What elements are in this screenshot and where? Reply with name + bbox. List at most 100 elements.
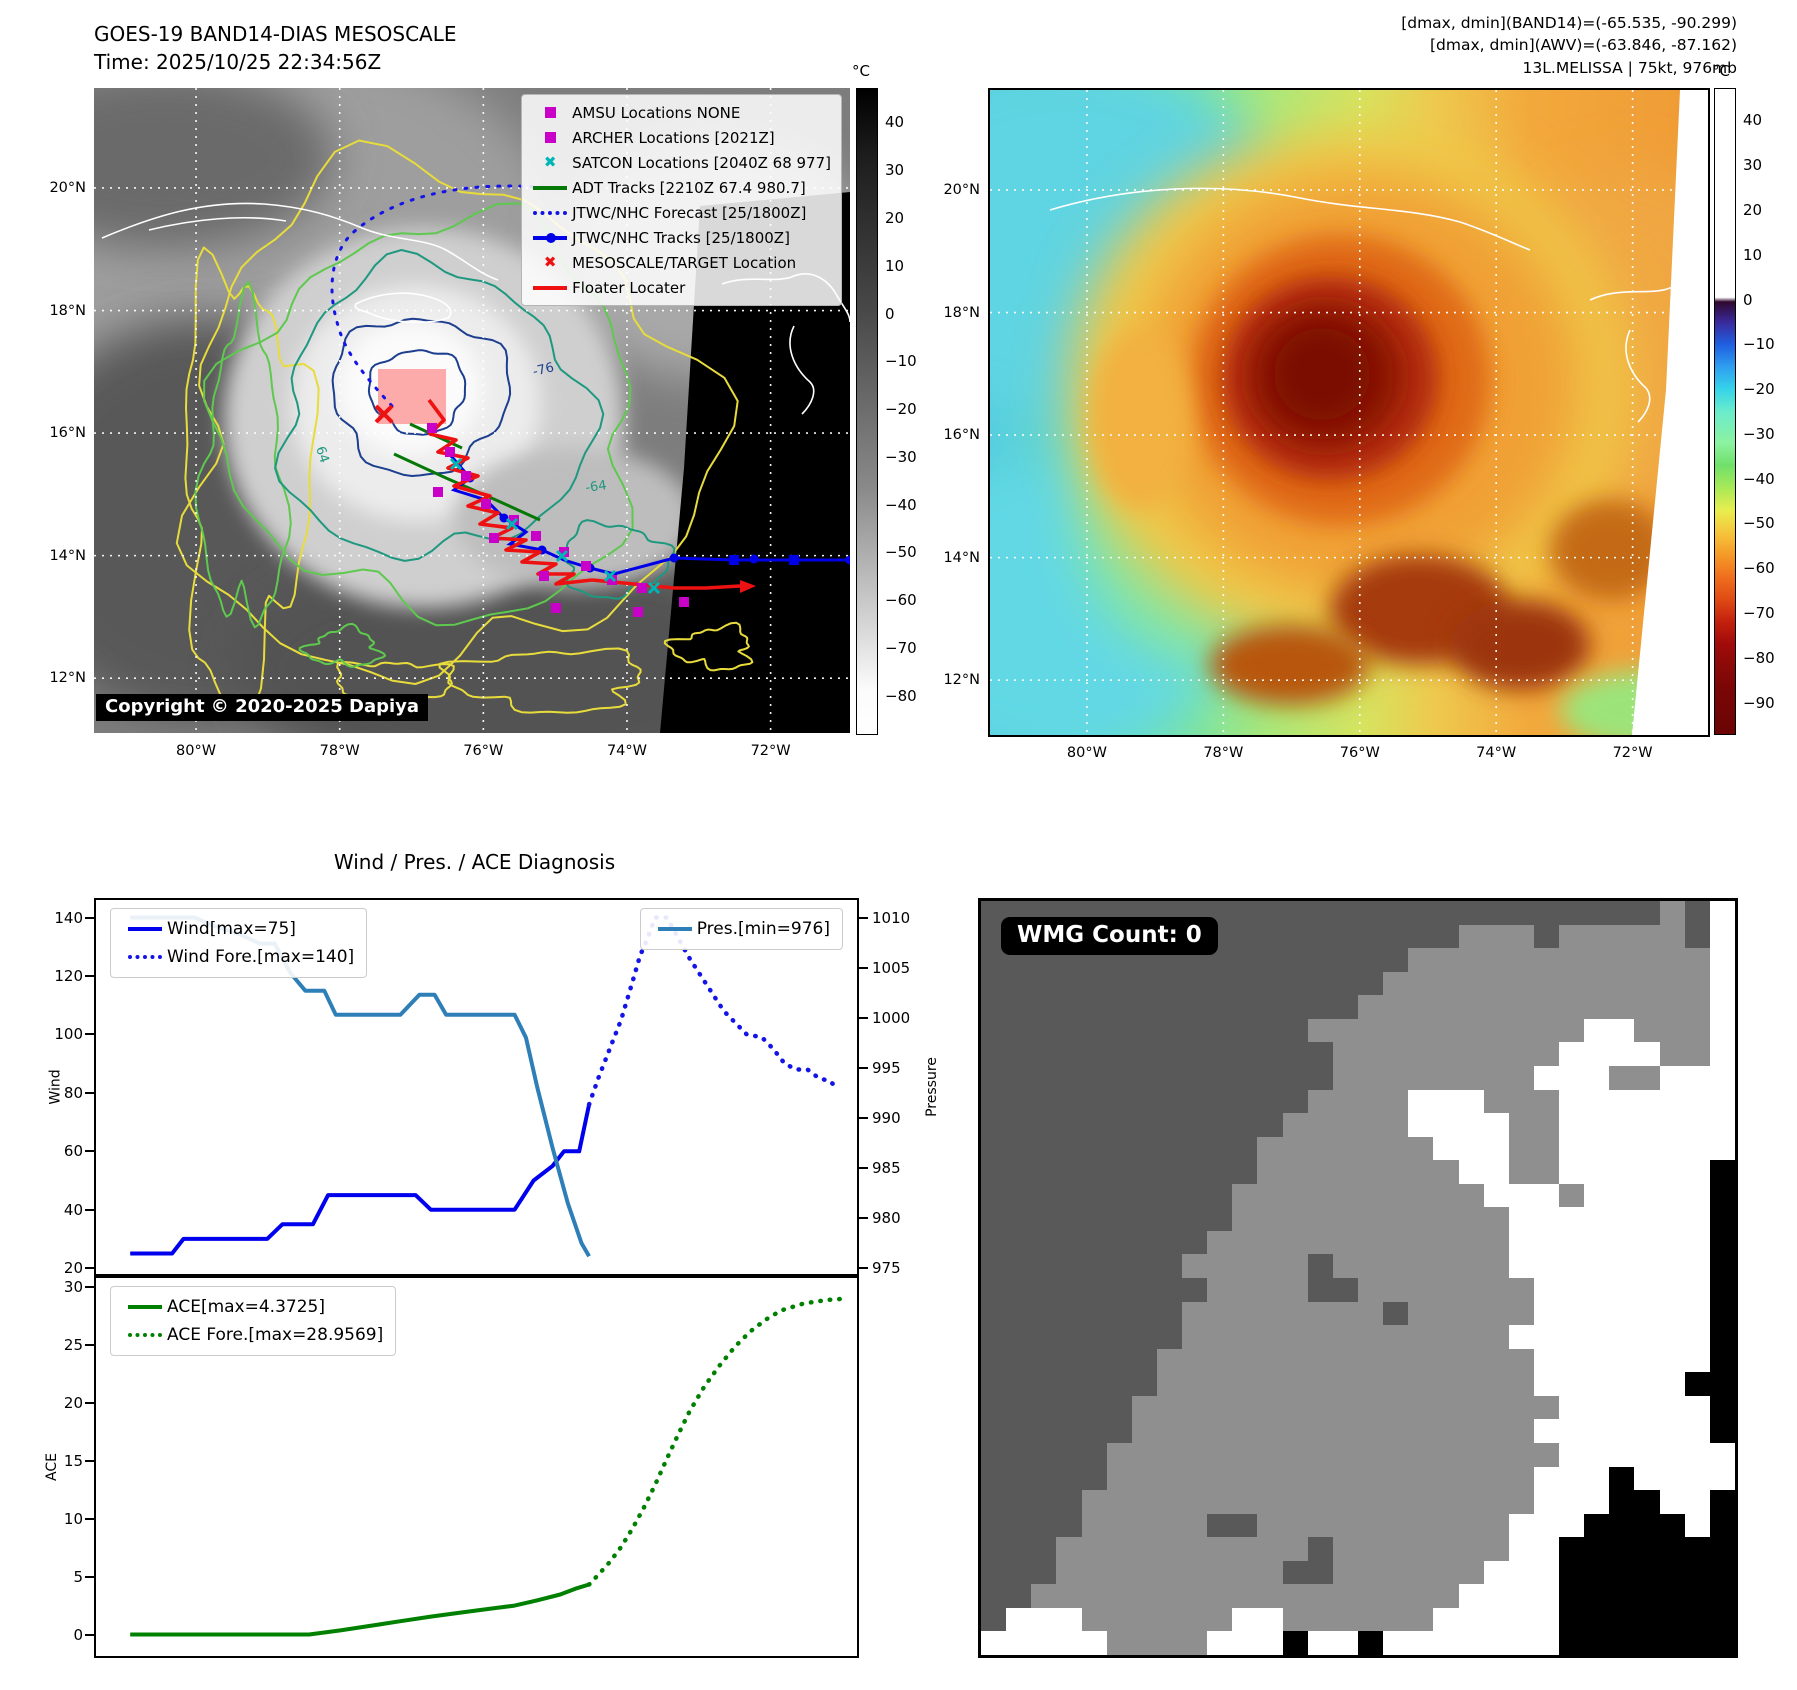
awv-colorbar: 40 30 20 10 0 −10 −20 −30 −40 −50 −60 −70 −80 −90 xyxy=(1714,88,1775,735)
chart-legend: Pres.[min=976] xyxy=(639,908,843,950)
lon-label: 74°W xyxy=(1476,745,1517,761)
lon-label: 80°W xyxy=(1066,745,1107,761)
storm-info: [dmax, dmin](BAND14)=(-65.535, -90.299) … xyxy=(1401,12,1737,79)
lon-label: 78°W xyxy=(319,743,360,759)
y-tick: 140 xyxy=(54,908,83,927)
lon-label: 80°W xyxy=(176,743,217,759)
lat-label: 18°N xyxy=(943,304,980,321)
satcon-location-markers xyxy=(449,457,661,595)
lat-label: 14°N xyxy=(49,547,86,564)
graticule xyxy=(990,90,1708,735)
map-legend: AMSU Locations NONE ARCHER Locations [202… xyxy=(521,94,842,306)
legend-label: JTWC/NHC Tracks [25/1800Z] xyxy=(572,228,790,247)
legend-label: AMSU Locations NONE xyxy=(572,103,741,122)
chart-legend: ACE[max=4.3725] ACE Fore.[max=28.9569] xyxy=(110,1286,397,1356)
extra-blue-squares xyxy=(729,555,799,565)
colorbar-tick: 0 xyxy=(1743,290,1753,309)
chart-legend-label: Wind Fore.[max=140] xyxy=(167,947,355,967)
lat-label: 12°N xyxy=(943,672,980,689)
svg-text:64: 64 xyxy=(312,445,331,465)
legend-item: ✖ MESOSCALE/TARGET Location xyxy=(543,253,797,272)
coastlines xyxy=(1049,187,1708,423)
awv-map: 20°N 18°N 16°N 14°N 12°N 80°W 78°W 76°W 74°W 72°W xyxy=(943,88,1710,761)
ir-texture xyxy=(990,90,1708,735)
lat-label: 14°N xyxy=(943,549,980,566)
y-tick: 80 xyxy=(63,1083,83,1102)
pressure-axis-label: Pressure xyxy=(924,1057,941,1117)
right-y-tick: 1000 xyxy=(872,1008,911,1027)
legend-item: JTWC/NHC Forecast [25/1800Z] xyxy=(528,200,831,225)
right-y-tick: 1005 xyxy=(872,958,911,977)
right-y-tick: 985 xyxy=(872,1159,901,1177)
storm-id: 13L.MELISSA | 75kt, 976mb xyxy=(1522,58,1737,77)
timestamp: Time: 2025/10/25 22:34:56Z xyxy=(94,50,382,74)
chart-legend-label: Pres.[min=976] xyxy=(696,919,830,939)
y-tick: 15 xyxy=(63,1452,83,1471)
chart-legend: Wind[max=75] Wind Fore.[max=140] xyxy=(110,908,368,978)
no-data-wedge xyxy=(1632,90,1708,735)
legend-label: MESOSCALE/TARGET Location xyxy=(572,253,797,272)
chart-title: Wind / Pres. / ACE Diagnosis xyxy=(333,850,616,874)
floater-arrowhead xyxy=(740,580,756,593)
no-data-wedge xyxy=(660,192,850,733)
colorbar-tick: −70 xyxy=(885,639,917,657)
wmg-count-badge: WMG Count: 0 xyxy=(1001,917,1218,955)
colorbar-tick: −10 xyxy=(885,352,917,371)
legend-label: ADT Tracks [2210Z 67.4 980.7] xyxy=(572,178,806,197)
band14-range: [dmax, dmin](BAND14)=(-65.535, -90.299) xyxy=(1401,14,1737,32)
y-tick: 5 xyxy=(73,1568,83,1587)
lat-label: 20°N xyxy=(943,181,980,198)
legend-label: ARCHER Locations [2021Z] xyxy=(572,128,775,147)
mesoscale-target-marker xyxy=(374,404,394,424)
colorbar-tick: 10 xyxy=(1743,245,1763,264)
lon-label: 76°W xyxy=(1339,745,1380,761)
ace-axis-label: ACE xyxy=(43,1453,60,1481)
colorbar-tick: −50 xyxy=(885,543,917,562)
y-tick: 20 xyxy=(63,1259,83,1278)
lat-label: 12°N xyxy=(49,670,86,687)
contour-value-labels: -76 -64 64 xyxy=(312,360,607,496)
chart-legend-label: ACE Fore.[max=28.9569] xyxy=(167,1325,384,1345)
y-tick: 120 xyxy=(54,966,83,985)
lat-label: 16°N xyxy=(943,427,980,444)
colorbar-tick: 10 xyxy=(885,256,905,275)
chart-legend-label: ACE[max=4.3725] xyxy=(167,1297,325,1317)
colorbar-tick: 20 xyxy=(885,209,905,227)
chart-legend-label: Wind[max=75] xyxy=(167,919,296,939)
legend-item: ADT Tracks [2210Z 67.4 980.7] xyxy=(528,175,831,200)
right-y-tick: 990 xyxy=(872,1108,901,1127)
band14-colorbar-unit: °C xyxy=(852,62,870,80)
y-tick: 25 xyxy=(63,1336,83,1355)
colorbar-tick: −80 xyxy=(885,686,917,705)
y-tick: 40 xyxy=(63,1200,83,1219)
colorbar-tick: −70 xyxy=(1743,604,1775,623)
page-title: GOES-19 BAND14-DIAS MESOSCALE Time: 2025… xyxy=(94,20,457,76)
lat-label: 18°N xyxy=(49,302,86,319)
right-y-tick: 975 xyxy=(872,1259,901,1278)
y-tick: 0 xyxy=(73,1626,83,1645)
legend-item: AMSU Locations NONE xyxy=(528,100,831,125)
colorbar-tick: −50 xyxy=(1743,514,1775,533)
ace-chart: ACE 0 5 10 15 20 25 30 ACE[max=4.3725] ACE Fore.… xyxy=(44,1276,859,1658)
wmg-classification-grid xyxy=(981,901,1735,1655)
lon-label: 76°W xyxy=(463,743,504,759)
colorbar-tick: −30 xyxy=(1743,424,1775,443)
legend-item: Floater Locater xyxy=(528,275,831,300)
svg-text:-64: -64 xyxy=(584,478,607,496)
lon-label: 72°W xyxy=(750,743,791,759)
colorbar-tick: −10 xyxy=(1743,335,1775,354)
legend-item: ✖ SATCON Locations [2040Z 68 977] xyxy=(543,153,831,172)
mesoscale-target-box xyxy=(378,369,446,424)
floater-track xyxy=(427,398,741,590)
legend-item: ARCHER Locations [2021Z] xyxy=(528,125,831,150)
y-tick: 100 xyxy=(54,1025,83,1044)
awv-map-image xyxy=(990,90,1708,735)
lat-label: 20°N xyxy=(49,179,86,196)
colorbar-tick: 30 xyxy=(1743,156,1763,175)
colorbar-tick: 30 xyxy=(885,161,905,180)
colorbar-tick: −40 xyxy=(1743,469,1775,488)
lon-label: 72°W xyxy=(1612,745,1653,761)
colorbar-tick: −30 xyxy=(885,447,917,466)
band14-map: -76 -64 64 AMSU Locations NONE ARCHER Loc… xyxy=(49,88,850,759)
